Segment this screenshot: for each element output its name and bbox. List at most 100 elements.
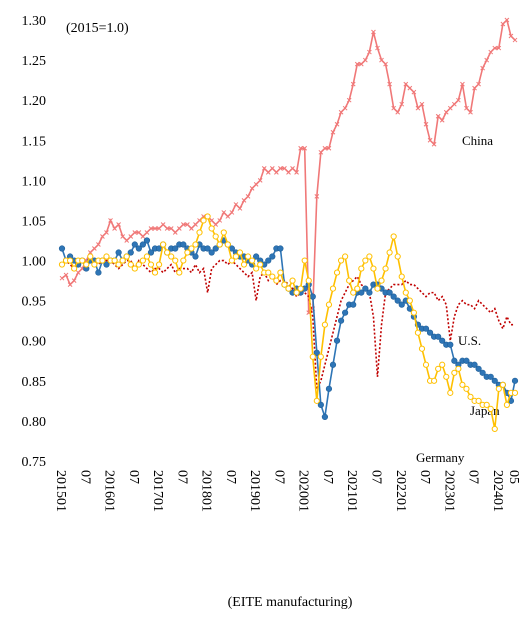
point bbox=[374, 285, 381, 292]
point bbox=[511, 377, 519, 384]
point bbox=[139, 241, 146, 248]
point bbox=[362, 57, 368, 63]
point bbox=[342, 105, 348, 111]
point bbox=[91, 261, 98, 268]
point bbox=[398, 273, 405, 280]
point bbox=[354, 61, 360, 67]
x-tick-label: 07 bbox=[126, 470, 141, 484]
point bbox=[120, 234, 126, 239]
point bbox=[132, 230, 138, 235]
point bbox=[232, 253, 240, 260]
point bbox=[265, 269, 272, 276]
x-tick-label: 202201 bbox=[393, 470, 408, 512]
point bbox=[160, 222, 166, 227]
point bbox=[59, 275, 65, 281]
y-tick-label: 0.75 bbox=[22, 455, 47, 470]
point bbox=[350, 301, 357, 308]
point bbox=[131, 241, 138, 248]
point bbox=[99, 257, 106, 264]
y-tick-label: 1.25 bbox=[22, 54, 47, 69]
point bbox=[265, 169, 271, 175]
point bbox=[58, 261, 66, 268]
point bbox=[192, 253, 199, 260]
series-line bbox=[61, 259, 515, 392]
point bbox=[439, 117, 445, 123]
series bbox=[58, 213, 519, 433]
point bbox=[66, 257, 74, 264]
point bbox=[71, 278, 77, 283]
point bbox=[305, 277, 312, 284]
point bbox=[124, 238, 130, 243]
point bbox=[406, 297, 413, 304]
point bbox=[261, 165, 267, 171]
point bbox=[213, 222, 219, 227]
point bbox=[492, 45, 498, 51]
point bbox=[75, 270, 81, 275]
point bbox=[103, 261, 110, 268]
point bbox=[253, 253, 260, 260]
point bbox=[115, 261, 122, 268]
point bbox=[317, 401, 324, 408]
point bbox=[160, 241, 167, 248]
x-tick-label: 201501 bbox=[53, 470, 68, 512]
point bbox=[273, 277, 280, 284]
point bbox=[399, 101, 405, 107]
point bbox=[209, 218, 215, 223]
point bbox=[358, 265, 365, 272]
point bbox=[135, 261, 142, 268]
x-tick-label: 05 bbox=[506, 470, 521, 484]
point bbox=[148, 226, 154, 231]
point bbox=[286, 169, 291, 175]
point bbox=[193, 222, 198, 227]
series-label: U.S. bbox=[458, 333, 481, 348]
point bbox=[386, 289, 393, 296]
point bbox=[370, 265, 377, 272]
point bbox=[289, 277, 296, 284]
point bbox=[204, 245, 211, 252]
point bbox=[67, 282, 73, 287]
point bbox=[104, 230, 109, 235]
point bbox=[293, 289, 300, 296]
point bbox=[152, 226, 158, 231]
y-tick-label: 1.00 bbox=[22, 255, 47, 270]
point bbox=[172, 245, 179, 252]
x-tick-label: 07 bbox=[320, 470, 335, 484]
x-tick-label: 201901 bbox=[247, 470, 262, 512]
point bbox=[390, 293, 397, 300]
point bbox=[100, 234, 105, 239]
point bbox=[333, 337, 341, 344]
point bbox=[491, 377, 498, 384]
point bbox=[371, 29, 376, 35]
point bbox=[451, 357, 458, 364]
point bbox=[83, 261, 90, 268]
point bbox=[503, 401, 511, 408]
point bbox=[96, 242, 101, 247]
point bbox=[92, 246, 97, 251]
point bbox=[447, 389, 454, 396]
point bbox=[229, 210, 235, 215]
point bbox=[63, 272, 69, 278]
point bbox=[394, 297, 401, 304]
x-tick-label: 201801 bbox=[199, 470, 214, 512]
point bbox=[285, 285, 292, 292]
point bbox=[504, 17, 510, 23]
y-tick-label: 1.05 bbox=[22, 214, 47, 229]
point bbox=[443, 373, 450, 380]
point bbox=[131, 265, 138, 272]
point bbox=[447, 341, 454, 348]
point bbox=[253, 265, 260, 272]
x-tick-label: 07 bbox=[77, 470, 92, 484]
point bbox=[479, 369, 486, 376]
x-tick-label: 07 bbox=[174, 470, 189, 484]
point bbox=[216, 241, 223, 248]
point bbox=[249, 186, 255, 191]
point bbox=[135, 245, 142, 252]
point bbox=[189, 226, 194, 231]
point bbox=[297, 285, 304, 292]
y-tick-label: 1.10 bbox=[22, 174, 47, 189]
point bbox=[460, 81, 465, 87]
point bbox=[480, 65, 485, 71]
point bbox=[431, 141, 437, 147]
x-tick-label: 202101 bbox=[344, 470, 359, 512]
